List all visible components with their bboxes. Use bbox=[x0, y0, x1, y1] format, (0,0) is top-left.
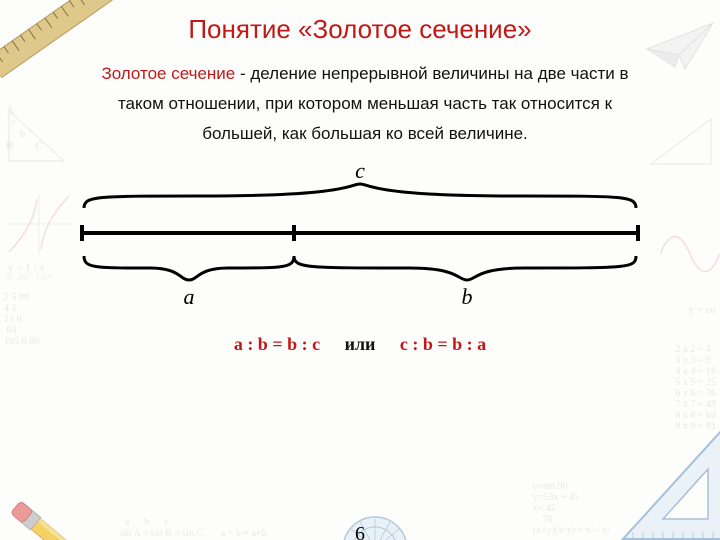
ratio-right: c : b = b : a bbox=[400, 334, 486, 354]
label-b: b bbox=[462, 284, 473, 308]
bg-cos-graph bbox=[660, 214, 720, 294]
label-c: c bbox=[355, 158, 365, 183]
brace-top bbox=[84, 184, 636, 208]
definition-term: Золотое сечение bbox=[101, 64, 235, 83]
definition-paragraph: Золотое сечение - деление непрерывной ве… bbox=[80, 59, 650, 148]
bg-graph-1x bbox=[4, 194, 74, 254]
brace-b bbox=[294, 256, 636, 280]
bg-triangle-right bbox=[646, 114, 716, 169]
bg-angles: 0° 80° 160° bbox=[6, 272, 53, 282]
label-a: a bbox=[184, 284, 195, 308]
ratio-line: a : b = b : c или c : b = b : a bbox=[0, 334, 720, 355]
page-number: 6 bbox=[0, 523, 720, 540]
bg-triangle-svg bbox=[4, 106, 74, 168]
title-text: Понятие «Золотое сечение» bbox=[188, 14, 531, 44]
slide-title: Понятие «Золотое сечение» bbox=[0, 14, 720, 45]
slide: { "title": { "text": "Понятие «Золотое с… bbox=[0, 14, 720, 540]
bg-mult-table: 2 x 2 = 4 3 x 3 = 9 4 x 4 = 16 5 x 5 = 2… bbox=[675, 344, 716, 432]
brace-a bbox=[84, 256, 294, 280]
ratio-or: или bbox=[345, 334, 376, 354]
paper-plane-icon bbox=[645, 19, 715, 74]
segment-diagram-svg: c a b bbox=[80, 158, 640, 308]
bg-cos-label: y = co bbox=[688, 304, 716, 316]
ratio-left: a : b = b : c bbox=[234, 334, 320, 354]
segment-diagram: c a b bbox=[80, 158, 640, 308]
bg-graph-label: y = 1 / x bbox=[8, 262, 45, 274]
